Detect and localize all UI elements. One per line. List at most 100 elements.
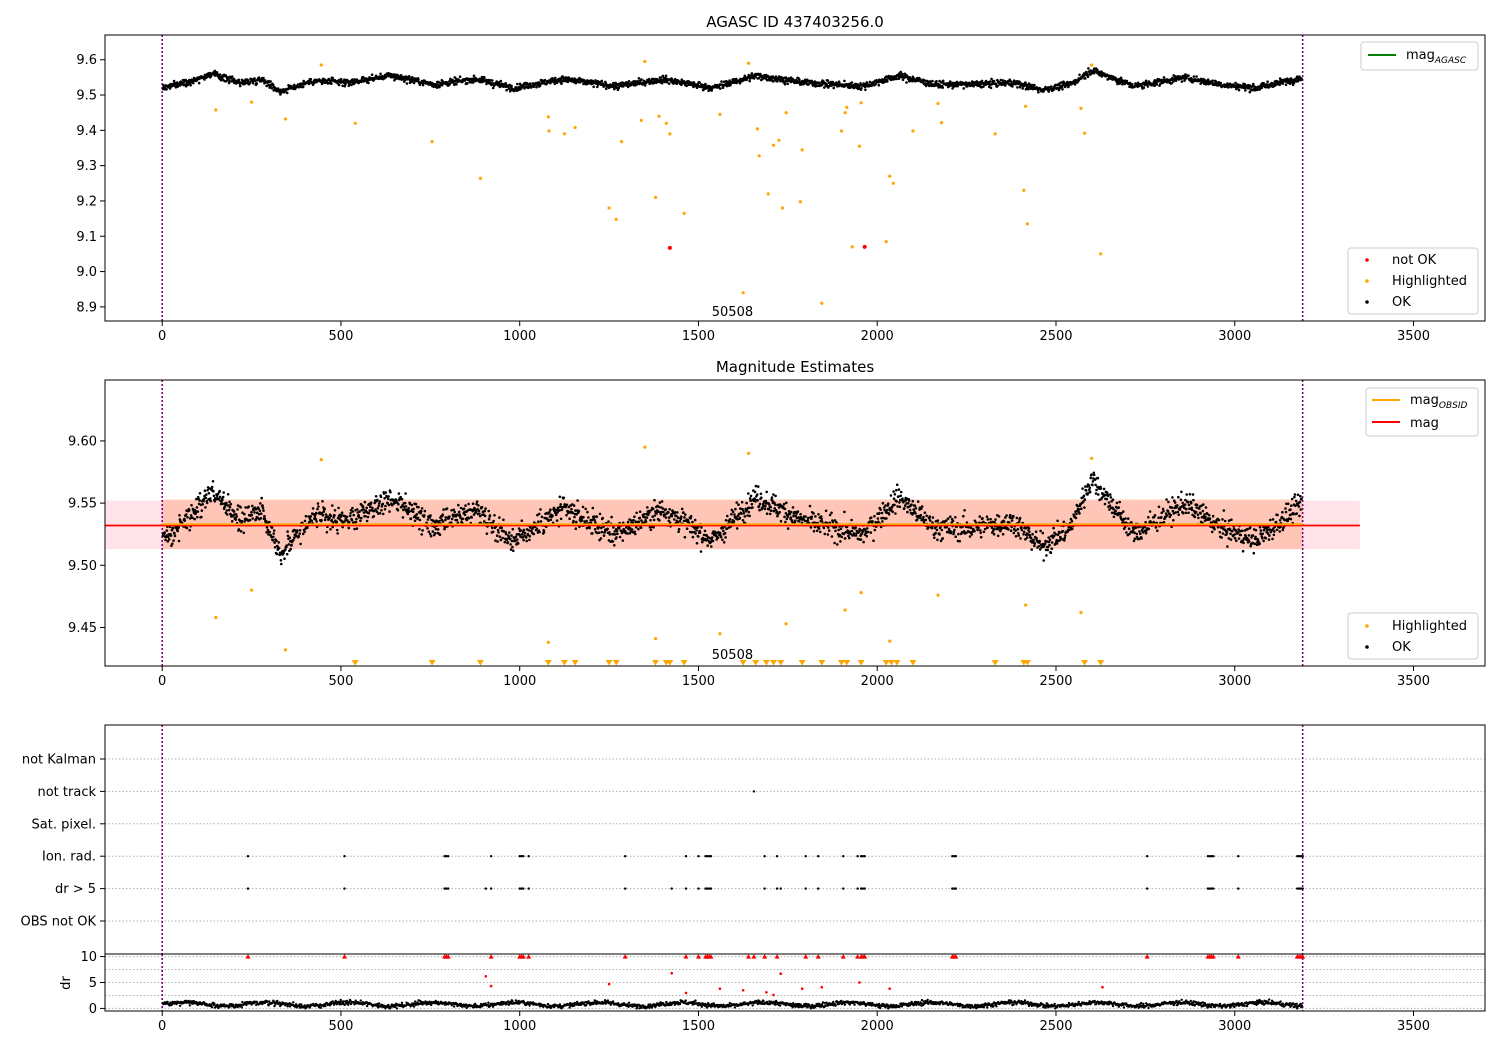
magnitude-ok-point: [700, 526, 703, 529]
magnitude-ok-point: [606, 527, 609, 531]
magnitude-ok-point: [212, 494, 216, 498]
magnitude-ok-point: [265, 525, 269, 529]
magnitude-ok-point: [259, 502, 262, 505]
agasc-ok-point: [1119, 76, 1123, 80]
agasc-ok-point: [535, 85, 538, 89]
agasc-ok-point: [895, 77, 898, 81]
magnitude-ok-point: [514, 535, 518, 539]
magnitude-ok-point: [1012, 514, 1015, 518]
magnitude-ok-point: [347, 526, 351, 530]
magnitude-ok-point: [1170, 506, 1174, 509]
magnitude-ok-point: [559, 503, 562, 506]
magnitude-ok-point: [407, 510, 411, 513]
magnitude-ok-point: [640, 519, 643, 522]
agasc-ok-point: [594, 79, 597, 82]
agasc-ok-point: [1037, 91, 1040, 94]
magnitude-ok-point: [167, 535, 170, 539]
magnitude-ok-point: [979, 535, 983, 539]
agasc-ok-point: [1284, 83, 1288, 86]
magnitude-ok-point: [320, 511, 324, 515]
magnitude-ok-point: [423, 514, 426, 517]
agasc-ok-point: [228, 79, 231, 83]
agasc-ok-point: [735, 77, 738, 81]
magnitude-ok-point: [858, 529, 862, 532]
agasc-ok-point: [868, 80, 872, 84]
magnitude-ok-point: [1191, 493, 1195, 496]
magnitude-ok-point: [1095, 488, 1098, 492]
magnitude-ok-point: [969, 526, 973, 529]
agasc-ok-point: [803, 78, 807, 82]
magnitude-ok-point: [861, 530, 864, 533]
magnitude-ok-point: [723, 531, 727, 535]
magnitude-ok-point: [1107, 501, 1111, 504]
magnitude-ok-point: [263, 514, 266, 518]
magnitude-ok-point: [516, 538, 519, 541]
magnitude-ok-point: [243, 512, 246, 516]
agasc-ok-point: [481, 80, 484, 84]
magnitude-ok-point: [742, 509, 745, 513]
magnitude-ok-point: [313, 515, 317, 519]
agasc-ok-point: [955, 80, 959, 84]
magnitude-ok-point: [838, 533, 842, 537]
agasc-ok-point: [1121, 83, 1124, 86]
agasc-ok-point: [877, 83, 881, 87]
magnitude-ok-point: [290, 543, 293, 547]
magnitude-ok-point: [484, 507, 487, 510]
agasc-ok-point: [270, 86, 274, 90]
agasc-ok-point: [757, 76, 761, 80]
magnitude-ok-point: [869, 531, 873, 534]
magnitude-ok-point: [294, 534, 298, 537]
agasc-ok-point: [232, 77, 236, 81]
magnitude-ok-point: [743, 515, 747, 518]
agasc-ok-point: [1084, 77, 1087, 80]
agasc-ok-point: [754, 75, 757, 78]
magnitude-ok-point: [1135, 535, 1139, 539]
magnitude-ok-point: [694, 532, 697, 535]
magnitude-ok-point: [675, 514, 678, 518]
magnitude-ok-point: [1009, 516, 1012, 520]
magnitude-ok-point: [1056, 533, 1060, 537]
magnitude-ok-point: [1033, 542, 1037, 545]
magnitude-ok-point: [1165, 498, 1168, 501]
magnitude-ok-point: [317, 505, 320, 508]
magnitude-ok-point: [1063, 539, 1066, 542]
magnitude-ok-point: [806, 519, 810, 522]
magnitude-ok-point: [646, 506, 649, 509]
magnitude-ok-point: [1160, 516, 1163, 519]
magnitude-ok-point: [822, 526, 826, 530]
agasc-ok-point: [612, 81, 615, 85]
magnitude-ok-point: [820, 520, 824, 523]
magnitude-ok-point: [171, 526, 175, 530]
magnitude-ok-point: [228, 505, 232, 509]
magnitude-ok-point: [229, 502, 233, 506]
magnitude-ok-point: [351, 510, 355, 513]
magnitude-ok-point: [205, 501, 209, 505]
magnitude-ok-point: [661, 507, 665, 510]
magnitude-ok-point: [1046, 545, 1050, 549]
magnitude-ok-point: [1096, 476, 1100, 480]
magnitude-ok-point: [1153, 514, 1157, 517]
magnitude-ok-point: [757, 504, 761, 508]
magnitude-ok-point: [1014, 535, 1018, 538]
magnitude-ok-point: [260, 496, 264, 500]
magnitude-ok-point: [728, 520, 731, 524]
magnitude-ok-point: [198, 492, 202, 495]
magnitude-ok-point: [331, 504, 334, 507]
magnitude-ok-point: [565, 513, 568, 517]
magnitude-ok-point: [1070, 519, 1074, 523]
agasc-ok-point: [729, 83, 732, 87]
magnitude-ok-point: [1048, 543, 1051, 547]
magnitude-ok-point: [365, 506, 369, 510]
agasc-ok-point: [1243, 82, 1247, 86]
magnitude-ok-point: [884, 504, 887, 507]
magnitude-ok-point: [1126, 517, 1130, 520]
magnitude-ok-point: [1114, 510, 1117, 513]
magnitude-ok-point: [406, 512, 410, 516]
magnitude-ok-point: [931, 516, 935, 519]
agasc-ok-point: [766, 79, 769, 82]
agasc-ok-point: [989, 86, 993, 90]
agasc-ok-point: [339, 77, 343, 81]
magnitude-ok-point: [242, 531, 246, 535]
magnitude-ok-point: [817, 513, 820, 516]
agasc-ok-point: [1118, 77, 1121, 81]
